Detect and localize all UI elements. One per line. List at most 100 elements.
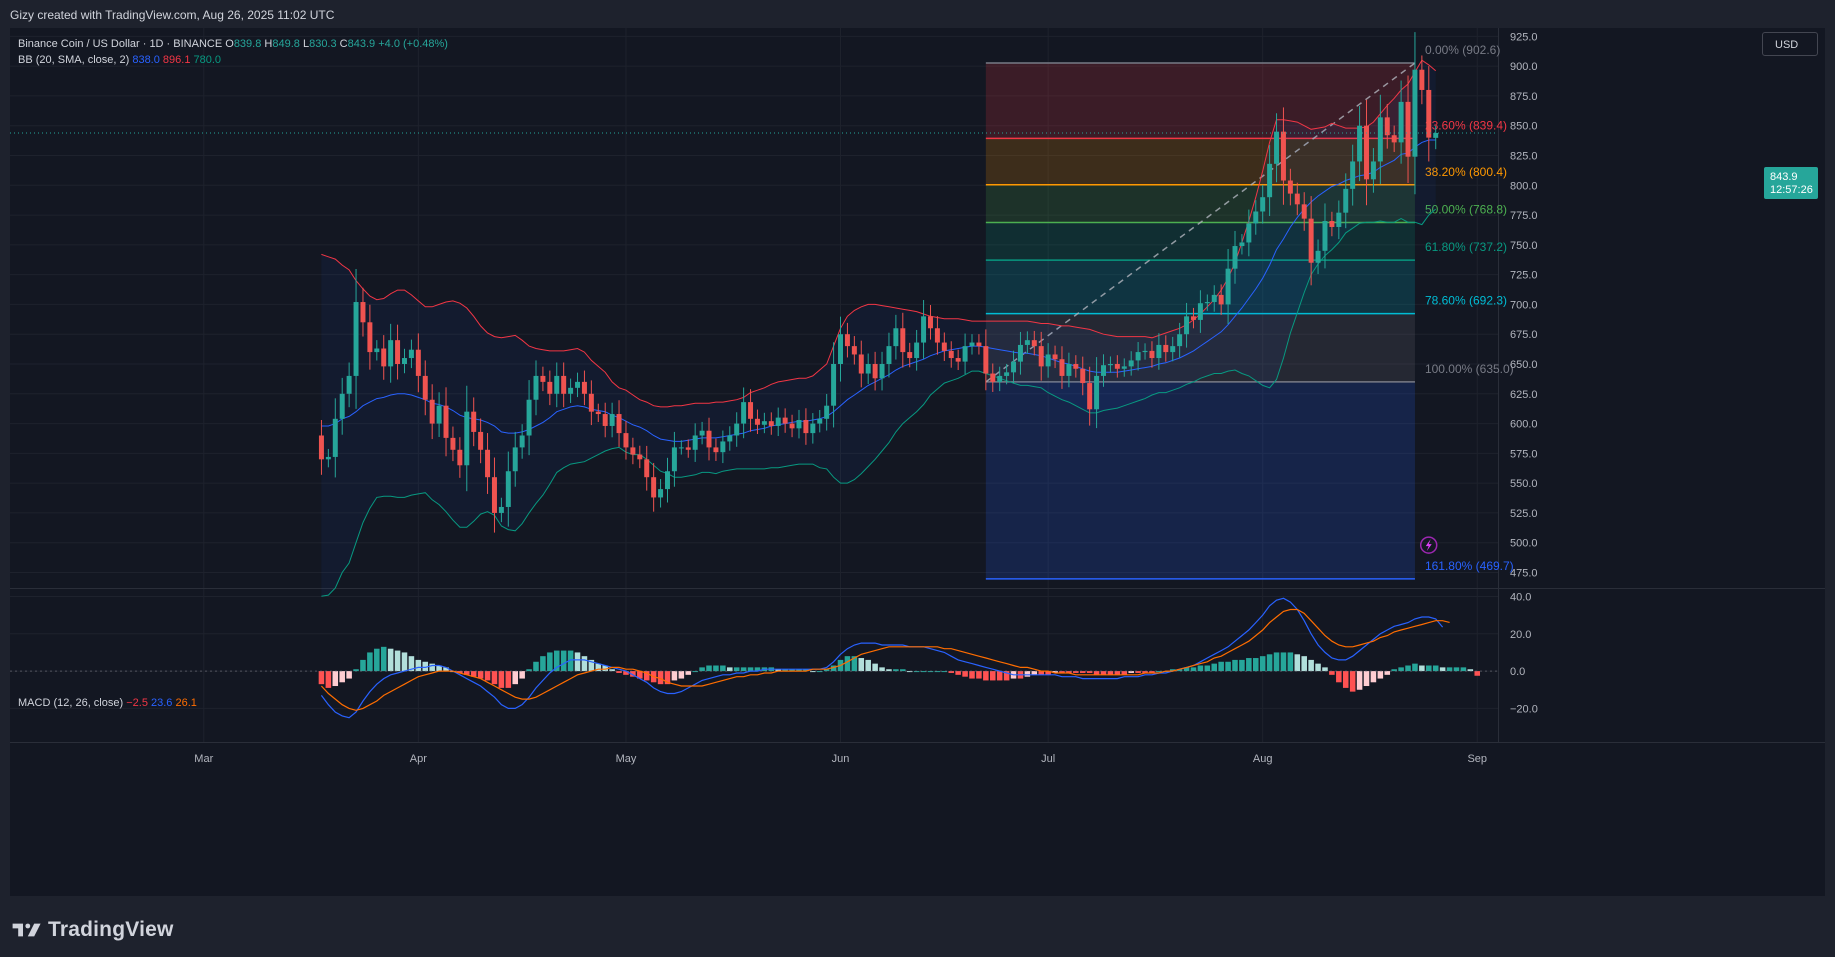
- macd-histogram-bar: [657, 671, 664, 685]
- macd-histogram-bar: [1169, 669, 1176, 672]
- candle-body: [658, 489, 664, 498]
- candle-body: [519, 435, 525, 448]
- candle-body: [1357, 125, 1363, 162]
- candle-body: [457, 449, 463, 466]
- fib-level-label: 61.80% (737.2): [1425, 240, 1507, 254]
- candle-body: [1343, 188, 1349, 213]
- tradingview-logo[interactable]: TradingView: [12, 918, 174, 942]
- candle-body: [983, 346, 989, 374]
- fib-level-label: 23.60% (839.4): [1425, 118, 1507, 132]
- macd-histogram-bar: [1197, 665, 1204, 672]
- macd-axis-label: 40.0: [1510, 591, 1531, 603]
- candle-body: [471, 411, 477, 432]
- candle-body: [547, 381, 553, 394]
- macd-histogram-bar: [1100, 671, 1107, 675]
- bb-label[interactable]: BB (20, SMA, close, 2): [18, 54, 130, 66]
- macd-histogram-bar: [879, 667, 885, 672]
- macd-label[interactable]: MACD (12, 26, close): [18, 697, 124, 709]
- candle-body: [803, 420, 809, 434]
- macd-histogram-bar: [540, 656, 546, 672]
- candle-body: [934, 328, 940, 343]
- chart-svg[interactable]: 0.00% (902.6) 23.60% (839.4) 38.20% (800.4…: [10, 28, 1825, 896]
- fib-zone: [985, 63, 1415, 139]
- symbol-title[interactable]: Binance Coin / US Dollar · 1D · BINANCE: [18, 38, 223, 50]
- price-axis-label: 925.0: [1510, 31, 1538, 43]
- macd-histogram-bar: [740, 667, 747, 672]
- candle-body: [443, 405, 449, 438]
- macd-histogram-bar: [1308, 659, 1314, 672]
- candle-body: [1177, 334, 1183, 347]
- candle-body: [1017, 344, 1023, 362]
- macd-line: [320, 597, 1444, 719]
- candle-body: [325, 456, 331, 460]
- bb-fill: [321, 60, 1436, 597]
- bb-legend-row: BB (20, SMA, close, 2) 838.0 896.1 780.0: [18, 52, 448, 68]
- candle-body: [1211, 294, 1217, 303]
- candle-body: [997, 375, 1003, 382]
- candle-body: [865, 364, 871, 374]
- candle-body: [976, 342, 982, 347]
- macd-histogram-bar: [505, 671, 512, 688]
- candle-body: [450, 437, 456, 450]
- macd-histogram-bar: [969, 671, 975, 679]
- macd-histogram-bar: [1218, 661, 1224, 672]
- macd-histogram-bar: [1439, 667, 1446, 672]
- candle-body: [1059, 359, 1065, 376]
- price-axis-label: 900.0: [1510, 61, 1538, 73]
- candle-body: [575, 381, 581, 388]
- candle-body: [1294, 193, 1300, 205]
- price-axis-label: 600.0: [1510, 419, 1538, 431]
- candle-body: [900, 328, 906, 353]
- macd-histogram-bar: [720, 665, 726, 672]
- candle-body: [817, 418, 823, 424]
- candle-body: [851, 346, 857, 355]
- macd-histogram-bar: [1135, 671, 1141, 673]
- macd-histogram-bar: [470, 671, 477, 677]
- open-label: O: [225, 38, 234, 50]
- candle-body: [872, 364, 878, 379]
- candle-body: [346, 375, 352, 394]
- currency-button[interactable]: USD: [1762, 32, 1818, 56]
- fib-level-label: 78.60% (692.3): [1425, 294, 1507, 308]
- macd-histogram-bar: [623, 671, 629, 675]
- tradingview-brand-text: TradingView: [48, 918, 174, 941]
- price-axis-label: 475.0: [1510, 568, 1538, 580]
- candle-body: [395, 340, 401, 364]
- candle-body: [831, 364, 837, 406]
- macd-histogram-bar: [796, 669, 802, 672]
- macd-histogram-bar: [560, 650, 567, 672]
- macd-histogram-bar: [637, 671, 643, 679]
- macd-histogram-bar: [332, 671, 339, 687]
- macd-histogram-bar: [1349, 671, 1356, 692]
- lightning-alert-icon: [1419, 536, 1438, 554]
- macd-histogram-bar: [789, 669, 795, 672]
- macd-histogram-bar: [526, 669, 532, 672]
- candle-body: [353, 302, 359, 376]
- fib-trend-line: [985, 62, 1416, 383]
- candle-body: [415, 349, 421, 376]
- candle-body: [436, 405, 442, 424]
- candle-body: [1405, 101, 1411, 157]
- candle-body: [1280, 131, 1286, 181]
- macd-histogram-bar: [920, 671, 927, 673]
- candle-body: [491, 477, 497, 513]
- candle-body: [1412, 69, 1418, 157]
- price-axis-label: 550.0: [1510, 478, 1538, 490]
- macd-histogram-bar: [616, 671, 622, 673]
- candle-body: [1364, 125, 1369, 180]
- chart-pane[interactable]: 0.00% (902.6) 23.60% (839.4) 38.20% (800.4…: [10, 28, 1825, 896]
- candle-body: [367, 322, 373, 353]
- macd-histogram-bar: [1322, 667, 1328, 672]
- macd-histogram-bar: [630, 671, 636, 677]
- macd-histogram-bar: [1086, 671, 1093, 673]
- macd-histogram-bar: [1294, 654, 1301, 672]
- candle-body: [1080, 368, 1086, 384]
- candle-body: [1004, 372, 1010, 376]
- macd-histogram-bar: [401, 652, 408, 672]
- macd-axis-label: 0.0: [1510, 666, 1525, 678]
- candle-body: [706, 430, 712, 448]
- macd-histogram-bar: [1142, 671, 1148, 673]
- time-axis-label: May: [616, 753, 637, 765]
- macd-histogram-bar: [941, 671, 948, 673]
- candle-body: [1094, 375, 1100, 410]
